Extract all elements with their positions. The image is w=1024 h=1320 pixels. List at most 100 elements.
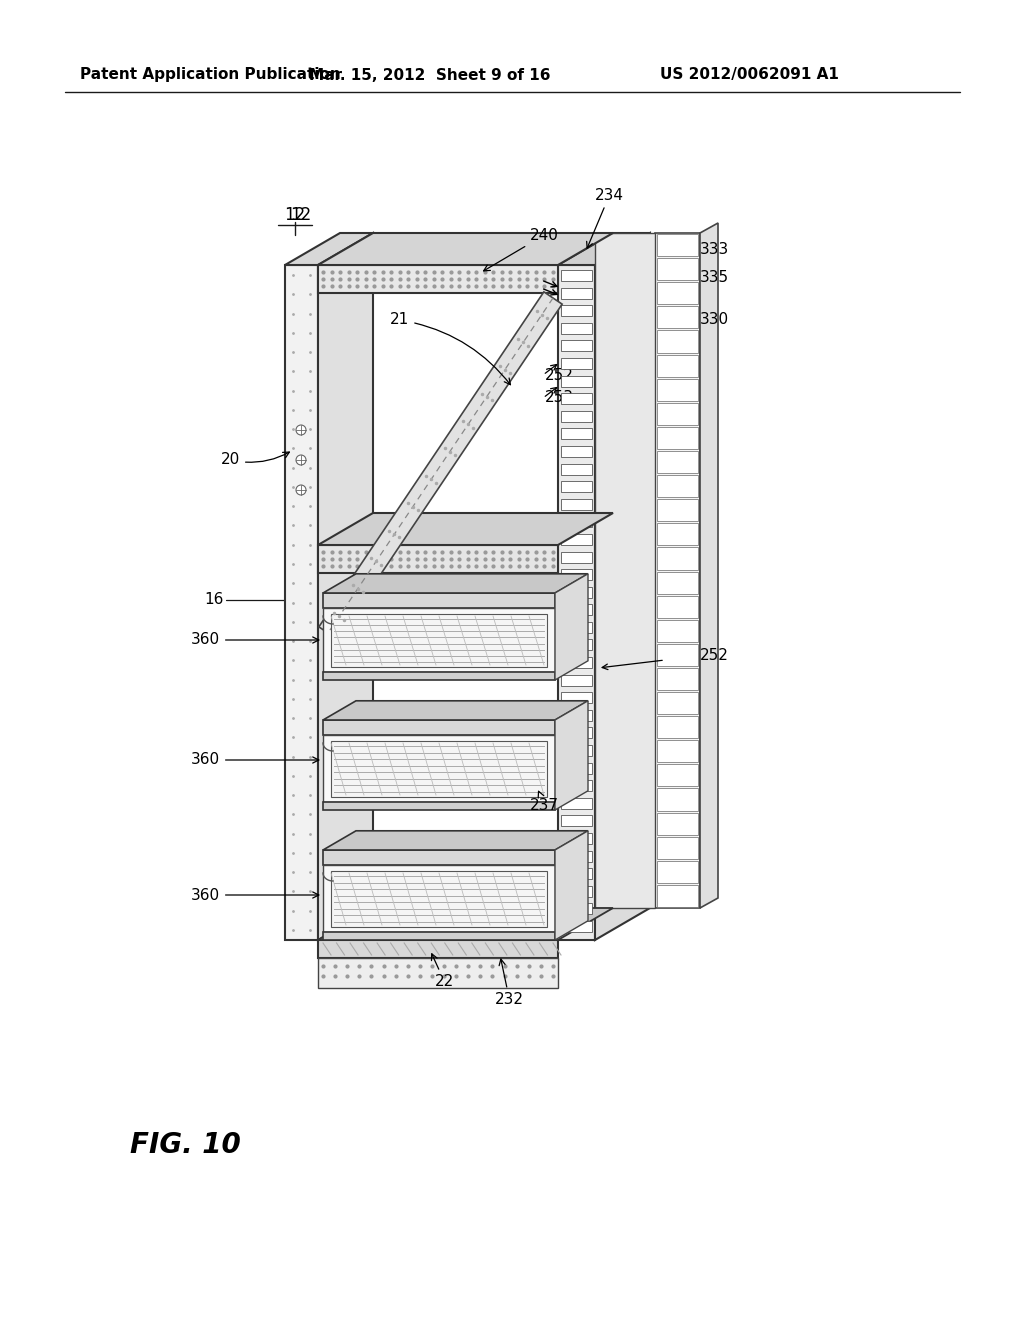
Polygon shape [555, 701, 588, 810]
Bar [561, 552, 592, 562]
Bar [561, 869, 592, 879]
Polygon shape [558, 265, 595, 940]
Text: 253: 253 [545, 391, 574, 405]
Text: 12: 12 [285, 206, 305, 224]
Bar [657, 403, 698, 425]
Polygon shape [655, 234, 700, 908]
Bar [657, 499, 698, 521]
Bar [657, 379, 698, 401]
Text: 360: 360 [190, 752, 318, 767]
Bar [657, 355, 698, 376]
Text: Mar. 15, 2012  Sheet 9 of 16: Mar. 15, 2012 Sheet 9 of 16 [309, 67, 551, 82]
Bar [657, 548, 698, 569]
Text: 335: 335 [700, 271, 729, 285]
Polygon shape [323, 735, 555, 803]
Polygon shape [323, 803, 555, 810]
Bar [561, 657, 592, 668]
Text: 252: 252 [700, 648, 729, 663]
Polygon shape [318, 513, 613, 545]
Polygon shape [558, 234, 650, 265]
Bar [561, 692, 592, 704]
Bar [561, 710, 592, 721]
Bar [561, 780, 592, 791]
Bar [657, 764, 698, 787]
Bar [657, 788, 698, 810]
Polygon shape [318, 265, 558, 293]
Polygon shape [318, 908, 613, 940]
Polygon shape [595, 234, 655, 908]
Bar [657, 837, 698, 859]
Bar [561, 622, 592, 632]
Bar [561, 341, 592, 351]
Bar [561, 376, 592, 387]
Polygon shape [331, 614, 547, 667]
Bar [561, 358, 592, 370]
Bar [657, 692, 698, 714]
Bar [561, 463, 592, 475]
Text: 237: 237 [530, 791, 559, 813]
Bar [561, 816, 592, 826]
Bar [657, 572, 698, 594]
Text: FIG. 10: FIG. 10 [130, 1131, 241, 1159]
Bar [561, 744, 592, 756]
Bar [561, 605, 592, 615]
Bar [657, 330, 698, 352]
Polygon shape [318, 958, 558, 987]
Bar [561, 727, 592, 738]
Bar [561, 480, 592, 492]
Bar [657, 234, 698, 256]
Bar [657, 813, 698, 834]
Polygon shape [323, 932, 555, 940]
Text: Patent Application Publication: Patent Application Publication [80, 67, 341, 82]
Bar [657, 861, 698, 883]
Polygon shape [323, 830, 588, 850]
Bar [561, 639, 592, 651]
Bar [561, 411, 592, 422]
Bar [561, 850, 592, 862]
Text: 22: 22 [431, 954, 455, 990]
Polygon shape [595, 234, 650, 940]
Bar [561, 393, 592, 404]
Bar [561, 675, 592, 685]
Polygon shape [318, 940, 558, 958]
Polygon shape [323, 593, 555, 609]
Polygon shape [318, 292, 562, 639]
Bar [561, 763, 592, 774]
Bar [561, 288, 592, 298]
Polygon shape [318, 545, 558, 573]
Text: 20: 20 [221, 451, 290, 467]
Bar [561, 429, 592, 440]
Text: 232: 232 [495, 960, 524, 1007]
Text: 333: 333 [700, 243, 729, 257]
Text: US 2012/0062091 A1: US 2012/0062091 A1 [660, 67, 839, 82]
Bar [561, 323, 592, 334]
Bar [561, 886, 592, 896]
Text: 252: 252 [545, 367, 573, 383]
Polygon shape [323, 574, 588, 593]
Text: 360: 360 [190, 887, 318, 903]
Bar [657, 306, 698, 329]
Polygon shape [323, 850, 555, 865]
Polygon shape [318, 234, 613, 265]
Text: 240: 240 [483, 227, 559, 271]
Polygon shape [323, 609, 555, 672]
Polygon shape [323, 719, 555, 735]
Bar [657, 523, 698, 545]
Polygon shape [285, 265, 318, 940]
Bar [657, 595, 698, 618]
Bar [561, 921, 592, 932]
Bar [561, 797, 592, 809]
Text: 16: 16 [205, 593, 224, 607]
Polygon shape [331, 871, 547, 927]
Bar [561, 446, 592, 457]
Text: 234: 234 [587, 187, 624, 248]
Bar [561, 569, 592, 579]
Bar [561, 271, 592, 281]
Bar [561, 903, 592, 915]
Bar [657, 717, 698, 738]
Polygon shape [555, 830, 588, 940]
Polygon shape [318, 234, 373, 940]
Polygon shape [700, 223, 718, 908]
Polygon shape [323, 672, 555, 680]
Bar [657, 475, 698, 498]
